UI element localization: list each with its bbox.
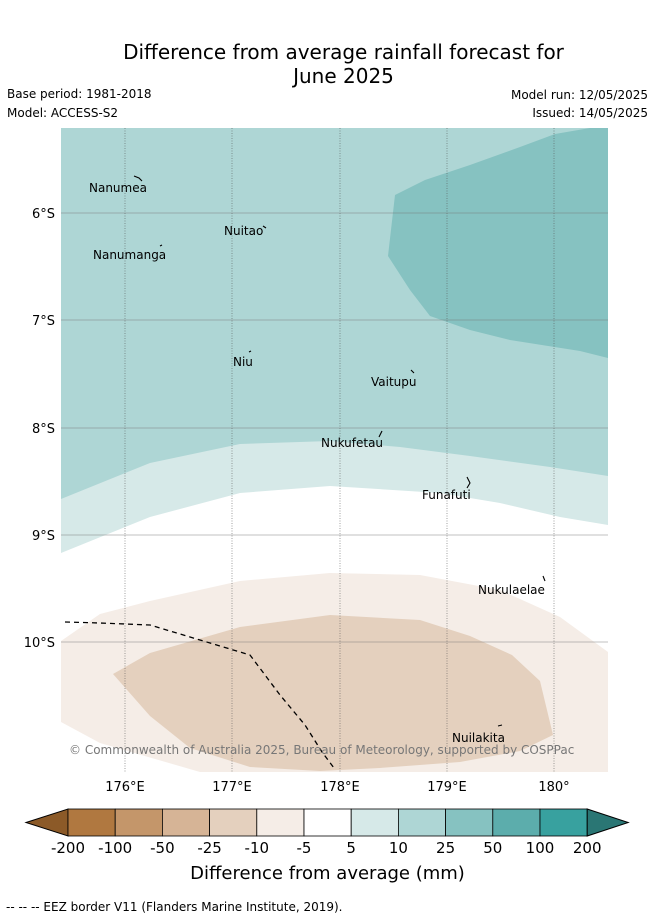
label-nukufetau: Nukufetau xyxy=(321,436,383,450)
eez-legend-note: -- -- -- EEZ border V11 (Flanders Marine… xyxy=(6,900,343,914)
colorbar-tick-label: -10 xyxy=(245,839,270,857)
colorbar-tick-label: 5 xyxy=(346,839,356,857)
colorbar xyxy=(24,808,630,837)
region-minus10-to-25 xyxy=(113,615,553,771)
chart-title: Difference from average rainfall forecas… xyxy=(0,40,655,88)
nuitao-island xyxy=(262,225,267,229)
place-labels: Nanumea Nuitao Nanumanga Niu Vaitupu Nuk… xyxy=(89,181,545,745)
colorbar-swatch xyxy=(397,808,446,837)
colorbar-swatch xyxy=(161,808,210,837)
colorbar-tick-label: -100 xyxy=(98,839,132,857)
lon-label-178e: 178°E xyxy=(320,780,360,795)
label-funafuti: Funafuti xyxy=(422,488,471,502)
nanumea-island xyxy=(133,175,143,182)
lon-axis-labels: 176°E 177°E 178°E 179°E 180° xyxy=(105,780,569,795)
colorbar-extend-high xyxy=(586,808,630,837)
funafuti-island xyxy=(466,476,471,489)
title-line-2: June 2025 xyxy=(293,64,394,88)
lon-label-176e: 176°E xyxy=(105,780,145,795)
colorbar-tick-labels: -200 -100 -50 -25 -10 -5 5 10 25 50 100 200 xyxy=(51,839,602,857)
region-plus25-to-50 xyxy=(388,128,608,358)
island-outlines xyxy=(133,175,546,727)
nukulaelae-island xyxy=(542,575,546,582)
label-nuitao: Nuitao xyxy=(224,224,263,238)
label-niu: Niu xyxy=(233,355,253,369)
vaitupu-island xyxy=(410,369,415,374)
colorbar-swatch xyxy=(539,808,588,837)
colorbar-tick-label: 25 xyxy=(436,839,455,857)
title-line-1: Difference from average rainfall forecas… xyxy=(123,40,564,64)
lon-label-177e: 177°E xyxy=(212,780,252,795)
map-fill-layers xyxy=(61,128,608,772)
label-nukulaelae: Nukulaelae xyxy=(478,583,545,597)
issued-date: Issued: 14/05/2025 xyxy=(532,106,648,120)
colorbar-extend-low xyxy=(24,808,69,837)
lat-axis-labels: 6°S 7°S 8°S 9°S 10°S xyxy=(24,207,55,651)
colorbar-tick-label: 200 xyxy=(573,839,602,857)
base-period: Base period: 1981-2018 xyxy=(7,87,152,101)
colorbar-tick-label: 50 xyxy=(483,839,502,857)
label-nuilakita: Nuilakita xyxy=(452,731,505,745)
lon-label-180: 180° xyxy=(538,780,569,795)
label-vaitupu: Vaitupu xyxy=(371,375,417,389)
colorbar-swatch xyxy=(114,808,163,837)
eez-border xyxy=(64,621,335,769)
colorbar-swatch xyxy=(209,808,258,837)
colorbar-swatch xyxy=(350,808,399,837)
lon-label-179e: 179°E xyxy=(427,780,467,795)
niu-island xyxy=(248,350,252,353)
colorbar-tick-label: -5 xyxy=(297,839,312,857)
model-name: Model: ACCESS-S2 xyxy=(7,106,119,120)
colorbar-tick-label: -25 xyxy=(197,839,222,857)
colorbar-swatch xyxy=(492,808,541,837)
lat-label-9s: 9°S xyxy=(32,529,55,544)
colorbar-tick-label: 10 xyxy=(389,839,408,857)
colorbar-title: Difference from average (mm) xyxy=(190,863,465,884)
nanumanga-island xyxy=(159,244,163,247)
label-nanumea: Nanumea xyxy=(89,181,147,195)
lat-label-8s: 8°S xyxy=(32,422,55,437)
label-nanumanga: Nanumanga xyxy=(93,248,166,262)
copyright-notice: © Commonwealth of Australia 2025, Bureau… xyxy=(69,743,574,757)
lat-label-10s: 10°S xyxy=(24,636,55,651)
colorbar-swatch xyxy=(303,808,352,837)
colorbar-tick-label: -200 xyxy=(51,839,85,857)
lat-label-6s: 6°S xyxy=(32,207,55,222)
colorbar-swatch xyxy=(67,808,116,837)
colorbar-swatch xyxy=(256,808,305,837)
colorbar-swatch xyxy=(445,808,494,837)
nuilakita-island xyxy=(497,724,503,727)
lat-label-7s: 7°S xyxy=(32,314,55,329)
colorbar-tick-label: -50 xyxy=(150,839,175,857)
colorbar-tick-label: 100 xyxy=(526,839,555,857)
model-run-date: Model run: 12/05/2025 xyxy=(510,88,648,102)
nukufetau-island xyxy=(378,430,383,438)
latitude-lines xyxy=(61,212,608,643)
